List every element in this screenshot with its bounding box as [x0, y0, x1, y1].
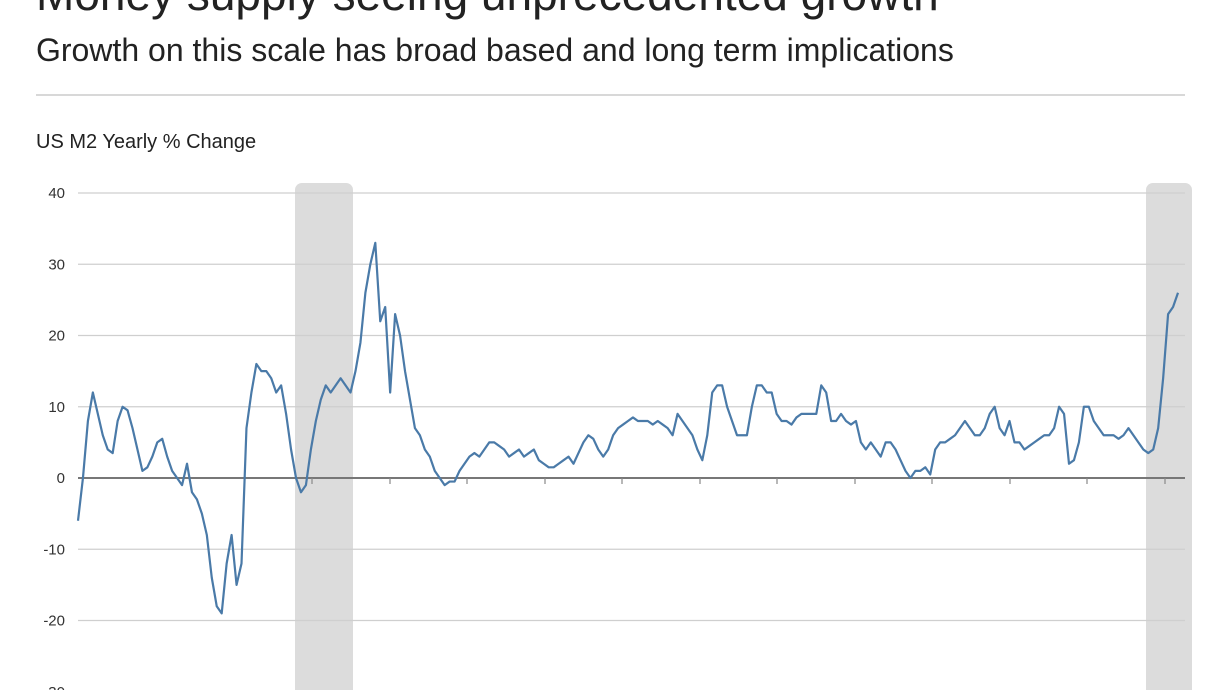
- y-tick-label: 20: [48, 328, 65, 345]
- y-axis-label: US M2 Yearly % Change: [36, 131, 256, 153]
- y-tick-label: -10: [43, 541, 65, 558]
- y-tick-label: 30: [48, 256, 65, 273]
- chart-title: Money supply seeing unprecedented growth: [36, 0, 939, 20]
- shaded-period: [295, 183, 353, 690]
- chart-subtitle: Growth on this scale has broad based and…: [36, 32, 954, 68]
- x-ticks: [311, 478, 1166, 484]
- y-tick-label: 0: [57, 470, 65, 487]
- y-tick-label: 10: [48, 399, 65, 416]
- grid: [78, 192, 1185, 622]
- data-line: [76, 241, 1180, 615]
- y-tick-label: 40: [48, 185, 65, 202]
- y-tick-label: -20: [43, 613, 65, 630]
- y-tick-label: -30: [43, 684, 65, 690]
- shaded-period: [1146, 183, 1192, 690]
